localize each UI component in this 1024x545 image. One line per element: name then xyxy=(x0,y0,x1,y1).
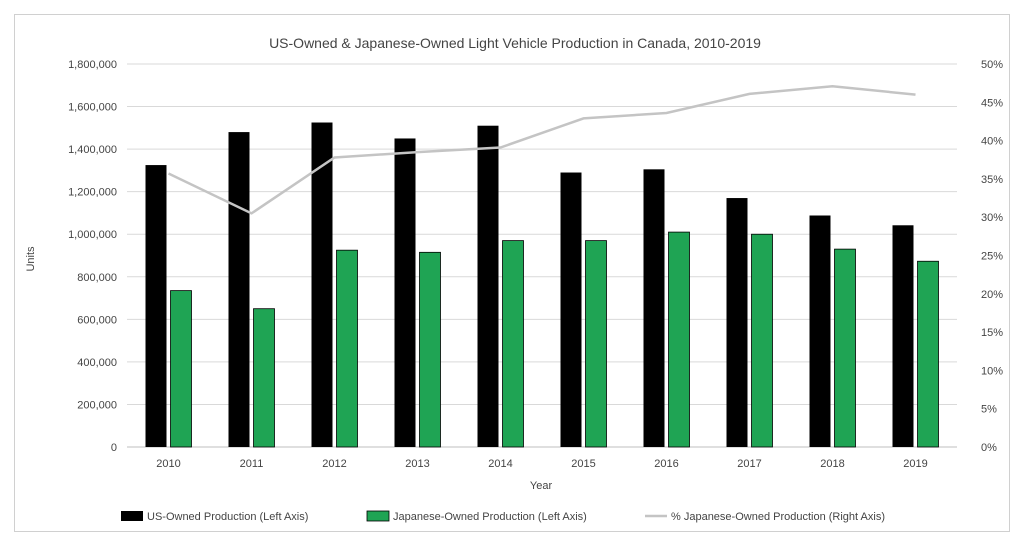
x-tick-label: 2014 xyxy=(488,458,512,470)
chart-title: US-Owned & Japanese-Owned Light Vehicle … xyxy=(269,35,761,51)
y-axis-title: Units xyxy=(25,246,37,272)
x-axis: 2010 2011 2012 2013 2014 2015 2016 2017 2018 2019 xyxy=(156,458,927,470)
bars xyxy=(145,122,939,448)
y2-tick-label: 50% xyxy=(981,59,1003,71)
chart-frame: US-Owned & Japanese-Owned Light Vehicle … xyxy=(14,14,1010,532)
x-tick-label: 2013 xyxy=(405,458,429,470)
y2-tick-label: 25% xyxy=(981,251,1003,263)
y-tick-label: 1,600,000 xyxy=(68,102,117,114)
legend-swatch xyxy=(366,510,390,522)
x-tick-label: 2017 xyxy=(737,458,761,470)
y-tick-label: 1,400,000 xyxy=(68,144,117,156)
percent-line xyxy=(167,84,916,215)
y-tick-label: 800,000 xyxy=(77,272,117,284)
japanese-owned-bar xyxy=(751,233,773,448)
us-owned-bar xyxy=(643,169,665,447)
us-owned-bar xyxy=(145,165,167,447)
y-tick-label: 600,000 xyxy=(77,314,117,326)
y-axis-left: 0 200,000 400,000 600,000 800,000 1,000,000 1,… xyxy=(68,59,117,454)
y2-tick-label: 45% xyxy=(981,97,1003,109)
y2-tick-label: 10% xyxy=(981,365,1003,377)
japanese-owned-bar xyxy=(917,260,939,448)
x-tick-label: 2018 xyxy=(820,458,844,470)
legend-us-owned: US-Owned Production (Left Axis) xyxy=(121,511,308,523)
y2-tick-label: 15% xyxy=(981,327,1003,339)
legend-label: US-Owned Production (Left Axis) xyxy=(147,511,308,523)
x-axis-title: Year xyxy=(530,480,553,492)
legend-percent-japanese: % Japanese-Owned Production (Right Axis) xyxy=(645,511,885,523)
x-tick-label: 2019 xyxy=(903,458,927,470)
x-tick-label: 2016 xyxy=(654,458,678,470)
us-owned-bar xyxy=(560,172,582,447)
y2-tick-label: 0% xyxy=(981,442,997,454)
y-axis-right: 0% 5% 10% 15% 20% 25% 30% 35% 40% 45% 50% xyxy=(981,59,1003,454)
japanese-owned-bar xyxy=(834,248,856,448)
y2-tick-label: 30% xyxy=(981,212,1003,224)
y-tick-label: 1,000,000 xyxy=(68,229,117,241)
us-owned-bar xyxy=(228,132,250,447)
y-tick-label: 400,000 xyxy=(77,357,117,369)
japanese-owned-bar xyxy=(668,231,690,448)
legend: US-Owned Production (Left Axis) Japanese-… xyxy=(121,510,885,523)
y2-tick-label: 35% xyxy=(981,174,1003,186)
x-tick-label: 2015 xyxy=(571,458,595,470)
us-owned-bar xyxy=(892,225,914,447)
legend-japanese-owned: Japanese-Owned Production (Left Axis) xyxy=(366,510,587,523)
us-owned-bar xyxy=(394,138,416,447)
chart-svg: US-Owned & Japanese-Owned Light Vehicle … xyxy=(25,35,1003,523)
percent-japanese-line xyxy=(167,84,916,215)
legend-label: Japanese-Owned Production (Left Axis) xyxy=(393,511,587,523)
legend-label: % Japanese-Owned Production (Right Axis) xyxy=(671,511,885,523)
us-owned-bar xyxy=(477,125,499,447)
us-owned-bar xyxy=(726,198,748,447)
japanese-owned-bar xyxy=(419,251,441,448)
y2-tick-label: 20% xyxy=(981,289,1003,301)
japanese-owned-bar xyxy=(585,240,607,448)
y-tick-label: 1,800,000 xyxy=(68,59,117,71)
us-owned-bar xyxy=(809,215,831,447)
x-tick-label: 2011 xyxy=(240,458,264,470)
legend-swatch xyxy=(121,511,143,521)
y-tick-label: 1,200,000 xyxy=(68,187,117,199)
japanese-owned-bar xyxy=(502,240,524,448)
japanese-owned-bar xyxy=(170,290,192,448)
japanese-owned-bar xyxy=(336,249,358,448)
y-tick-label: 0 xyxy=(111,442,117,454)
x-tick-label: 2010 xyxy=(156,458,180,470)
x-tick-label: 2012 xyxy=(322,458,346,470)
gridlines xyxy=(127,63,957,448)
japanese-owned-bar xyxy=(253,308,275,448)
y-tick-label: 200,000 xyxy=(77,399,117,411)
y2-tick-label: 5% xyxy=(981,404,997,416)
us-owned-bar xyxy=(311,122,333,447)
y2-tick-label: 40% xyxy=(981,136,1003,148)
